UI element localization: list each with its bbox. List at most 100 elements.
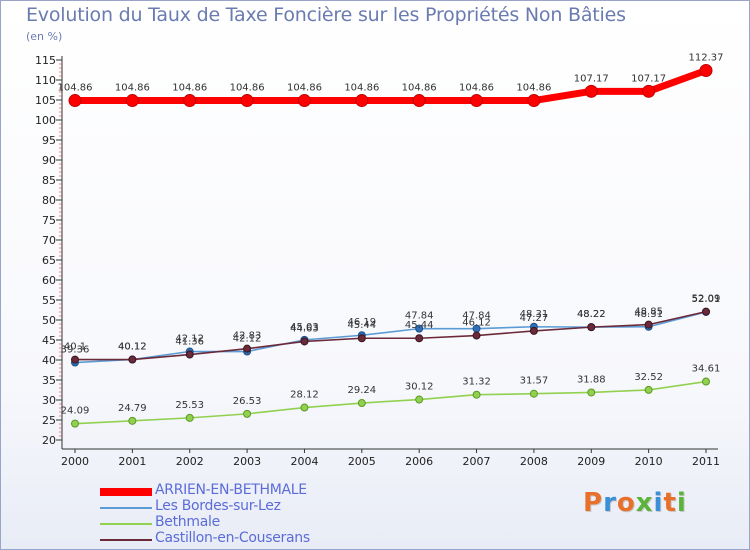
data-label: 45.44 [405, 320, 434, 331]
y-tick-label: 90 [42, 154, 56, 167]
data-point [128, 355, 137, 364]
x-tick-label: 2006 [405, 455, 433, 468]
data-point [183, 94, 197, 108]
data-point [297, 94, 311, 108]
legend-label-bordes: Les Bordes-sur-Lez [155, 498, 281, 514]
data-label: 47.84 [405, 311, 434, 322]
logo-letter: i [676, 488, 687, 518]
data-label: 104.86 [287, 83, 322, 94]
y-tick-label: 115 [35, 54, 56, 67]
legend-label-castillon: Castillon-en-Couserans [155, 530, 310, 546]
data-point [470, 94, 484, 108]
proxiti-logo: Proxiti [583, 488, 687, 518]
y-tick-label: 60 [42, 274, 56, 287]
data-label: 48.22 [577, 309, 606, 320]
x-tick-label: 2004 [290, 455, 318, 468]
logo-letter: t [663, 488, 677, 518]
y-tick-label: 110 [35, 74, 56, 87]
y-tick-label: 100 [35, 114, 56, 127]
data-label: 31.88 [577, 374, 606, 385]
logo-letter: i [653, 488, 664, 518]
data-point [587, 323, 596, 332]
y-tick-label: 70 [42, 234, 56, 247]
data-point [415, 334, 424, 343]
data-label: 40.12 [118, 342, 147, 353]
data-label: 104.86 [58, 83, 93, 94]
legend-label-arrien: ARRIEN-EN-BETHMALE [155, 482, 307, 498]
data-point [243, 409, 252, 418]
data-point [243, 344, 252, 353]
data-point [125, 94, 139, 108]
data-label: 42.12 [175, 334, 204, 345]
data-label: 24.09 [61, 406, 90, 417]
data-point [68, 94, 82, 108]
data-point [357, 399, 366, 408]
data-point [529, 326, 538, 335]
y-tick-label: 25 [42, 414, 56, 427]
data-label: 34.61 [692, 364, 721, 375]
legend-swatch-castillon [100, 539, 152, 541]
logo-letter: r [603, 488, 617, 518]
y-tick-label: 95 [42, 134, 56, 147]
data-point [527, 94, 541, 108]
legend-swatch-bethmale [100, 523, 152, 525]
data-point [240, 94, 254, 108]
data-point [71, 419, 79, 428]
logo-letter: o [616, 488, 636, 518]
data-label: 48.31 [634, 309, 663, 320]
data-label: 52.09 [692, 294, 721, 305]
logo-letter: P [583, 488, 604, 518]
series-line [74, 311, 707, 364]
data-label: 112.37 [689, 53, 724, 64]
y-tick-label: 75 [42, 214, 56, 227]
chart-unit-label: (en %) [26, 30, 63, 43]
y-tick-label: 50 [42, 314, 56, 327]
legend-swatch-arrien [100, 488, 152, 496]
data-label: 104.86 [459, 83, 494, 94]
data-point [472, 331, 481, 340]
data-label: 26.53 [233, 396, 262, 407]
data-label: 30.12 [405, 382, 434, 393]
data-label: 107.17 [631, 73, 666, 84]
x-tick-label: 2011 [692, 455, 720, 468]
data-point [644, 320, 653, 329]
data-label: 42.83 [233, 331, 262, 342]
data-point [128, 416, 137, 425]
data-label: 32.52 [634, 372, 663, 383]
chart-data-labels: 104.86 104.86 104.86 104.86 104.86 104.86 104.… [58, 53, 724, 417]
data-point [185, 413, 194, 422]
data-point [300, 337, 309, 346]
y-tick-label: 40 [42, 354, 56, 367]
y-tick-label: 85 [42, 174, 56, 187]
data-point [412, 94, 426, 108]
x-tick-label: 2009 [577, 455, 605, 468]
data-label: 52.01 [692, 294, 721, 305]
y-tick-label: 80 [42, 194, 56, 207]
data-label: 104.86 [172, 83, 207, 94]
data-label: 39.36 [61, 345, 90, 356]
data-point [644, 385, 653, 394]
series-line [74, 310, 707, 361]
data-point [642, 84, 656, 98]
data-label: 104.86 [516, 83, 551, 94]
y-tick-label: 20 [42, 434, 56, 447]
data-label: 41.36 [175, 337, 204, 348]
data-label: 104.86 [115, 83, 150, 94]
data-point [584, 84, 598, 98]
data-point [702, 307, 710, 316]
chart-series [68, 64, 713, 428]
data-label: 48.85 [634, 307, 663, 318]
data-label: 31.57 [520, 376, 549, 387]
data-label: 47.84 [462, 311, 491, 322]
data-label: 107.17 [574, 73, 609, 84]
x-tick-label: 2000 [61, 455, 89, 468]
data-label: 40.12 [118, 342, 147, 353]
data-label: 29.24 [347, 385, 376, 396]
data-label: 104.86 [230, 83, 265, 94]
data-label: 48.31 [520, 309, 549, 320]
data-point [185, 350, 194, 359]
series-line [74, 380, 707, 425]
chart-axes: 20 25 30 35 40 45 50 55 60 65 70 75 80 85 90 95 100 105 11… [35, 54, 720, 468]
data-point [357, 334, 366, 343]
